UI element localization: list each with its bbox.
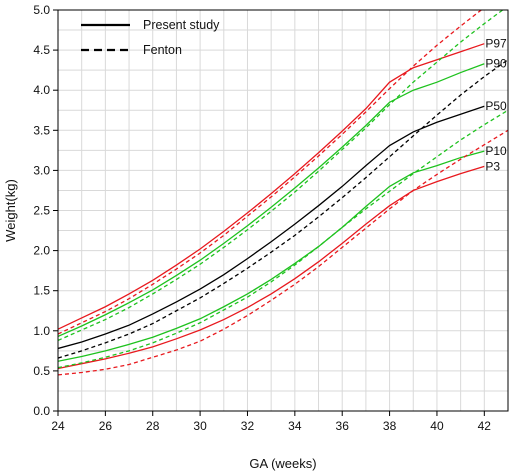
x-axis-title: GA (weeks) <box>249 456 316 471</box>
y-tick-label: 5.0 <box>33 3 50 17</box>
legend-label: Present study <box>143 18 220 32</box>
y-tick-label: 2.5 <box>33 204 50 218</box>
curve-label-p97: P97 <box>485 37 507 51</box>
series-lines <box>58 10 508 376</box>
y-tick-label: 4.5 <box>33 43 50 57</box>
y-tick-label: 0.5 <box>33 364 50 378</box>
curve-label-p50: P50 <box>485 99 507 113</box>
y-tick-label: 3.0 <box>33 163 50 177</box>
y-tick-labels: 0.0 0.5 1.0 1.5 2.0 2.5 3.0 3.5 4.0 4.5 5.0 <box>33 3 50 418</box>
series-line-p97-present-study <box>58 43 485 330</box>
y-tick-label: 1.5 <box>33 284 50 298</box>
x-tick-label: 26 <box>99 419 113 433</box>
y-tick-label: 2.0 <box>33 244 50 258</box>
curve-label-p10: P10 <box>485 144 507 158</box>
y-tick-label: 4.0 <box>33 83 50 97</box>
series-line-p10-present-study <box>58 150 485 362</box>
legend-label: Fenton <box>143 43 182 57</box>
y-tick-label: 0.0 <box>33 404 50 418</box>
y-axis-title: Weight(kg) <box>3 179 18 242</box>
y-tick-label: 3.5 <box>33 123 50 137</box>
y-tick-label: 1.0 <box>33 324 50 338</box>
curve-label-p90: P90 <box>485 57 507 71</box>
x-tick-label: 30 <box>193 419 207 433</box>
series-line-p3-fenton <box>58 129 508 376</box>
x-tick-label: 38 <box>383 419 397 433</box>
x-tick-label: 40 <box>430 419 444 433</box>
x-tick-label: 34 <box>288 419 302 433</box>
x-tick-label: 36 <box>336 419 350 433</box>
x-tick-labels: 24 26 28 30 32 34 36 38 40 42 <box>51 419 491 433</box>
series-line-p10-fenton <box>58 109 508 369</box>
x-tick-label: 32 <box>241 419 255 433</box>
x-tick-label: 42 <box>478 419 492 433</box>
grid-lines <box>58 10 508 411</box>
x-tick-label: 24 <box>51 419 65 433</box>
series-line-p90-present-study <box>58 63 485 338</box>
series-line-p97-fenton <box>58 10 483 335</box>
curve-label-p3: P3 <box>485 159 500 173</box>
legend: Present study Fenton <box>81 18 220 57</box>
series-line-p50-fenton <box>58 59 508 359</box>
series-line-p50-present-study <box>58 105 485 350</box>
x-tick-label: 28 <box>146 419 160 433</box>
axis-ticks <box>53 9 485 416</box>
